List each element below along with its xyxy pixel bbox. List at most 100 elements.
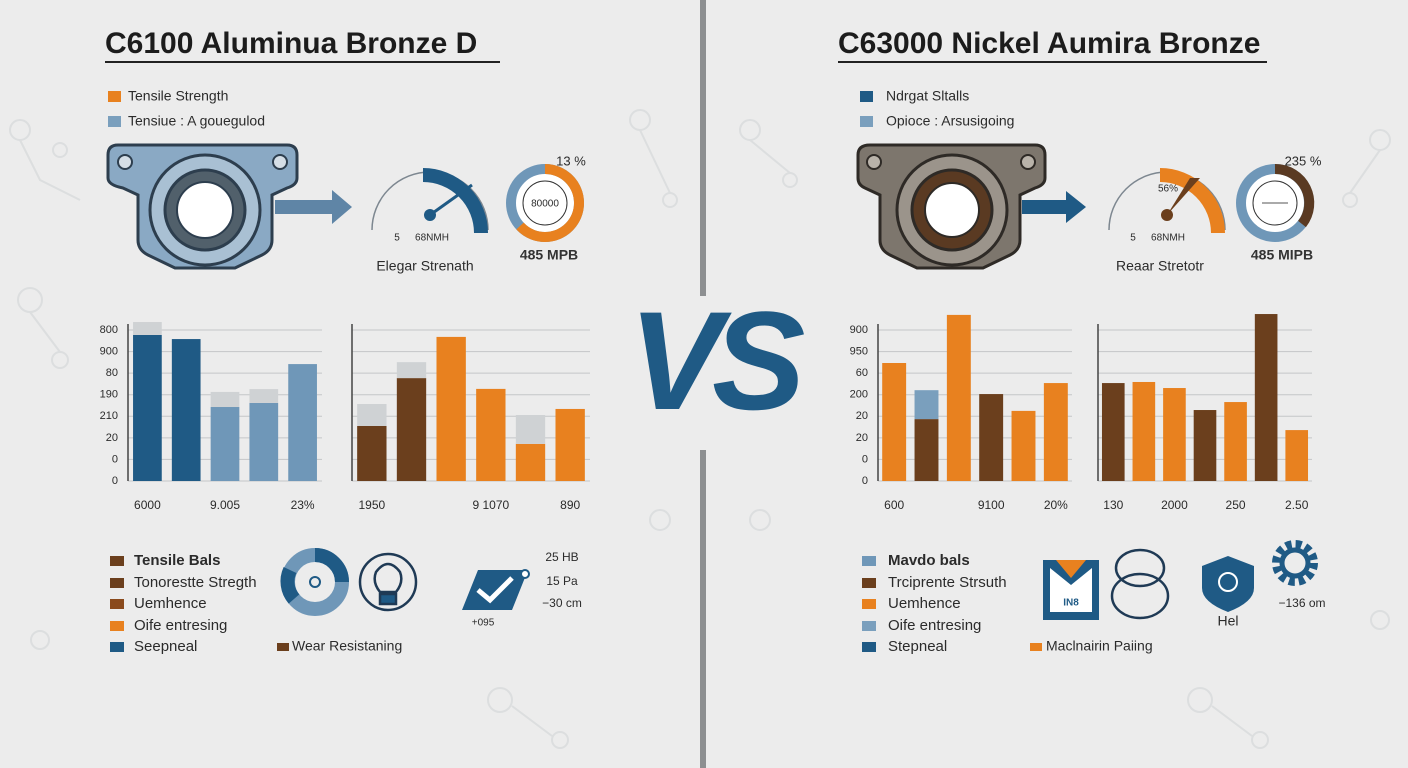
bracket-icon [856, 143, 1047, 270]
gauge [1108, 168, 1226, 234]
key-label: Uemhence [134, 595, 207, 612]
legend-swatch [860, 91, 873, 102]
bar [1193, 410, 1217, 481]
bar [555, 408, 585, 481]
bulb-icon [358, 552, 418, 612]
legend-label: Opioce : Arsusigoing [886, 113, 1014, 129]
y-tick-label: 20 [856, 432, 868, 444]
gauge-max-label: 68NMH [415, 233, 449, 244]
y-tick-label: 200 [850, 389, 868, 401]
bar-segment [133, 322, 162, 335]
y-tick-label: 190 [100, 389, 118, 401]
arrow [275, 190, 352, 224]
y-tick-label: 900 [850, 324, 868, 336]
key-label: Tonorestte Stregth [134, 574, 257, 591]
note: +095 [472, 618, 495, 629]
bar [1043, 383, 1068, 481]
donut-percent: 13 % [556, 153, 586, 168]
bar-segment [396, 362, 427, 379]
x-tick-label: 6000 [134, 498, 161, 512]
y-tick-label: 210 [100, 410, 118, 422]
legend-label: Ndrgat Sltalls [886, 88, 969, 104]
gauge-caption: Elegar Strenath [376, 258, 473, 274]
vs-label: VS [629, 282, 804, 439]
bar-segment [249, 389, 279, 403]
bar [1163, 388, 1186, 481]
y-tick-label: 900 [100, 345, 118, 357]
key-swatch [1030, 643, 1042, 651]
y-tick-label: 20 [106, 432, 118, 444]
bar [133, 334, 162, 481]
arrow [1022, 191, 1086, 223]
bar [1254, 314, 1278, 481]
gear-icon [1272, 540, 1318, 586]
bar [210, 407, 240, 481]
x-tick-label: 250 [1226, 498, 1246, 512]
key-label: Maclnairin Paiing [1046, 638, 1153, 654]
legend-swatch [108, 116, 121, 127]
y-tick-label: 20 [856, 410, 868, 422]
ring-icon [1110, 548, 1170, 620]
legend-label: Tensiue : A gouegulod [128, 113, 265, 129]
y-tick-label: 0 [862, 475, 868, 487]
x-tick-label: 2.50 [1285, 498, 1309, 512]
key-label: Tensile Bals [134, 552, 220, 569]
panel-title: C63000 Nickel Aumira Bronze [838, 27, 1260, 60]
x-tick-label: 23% [291, 498, 315, 512]
note: −30 cm [542, 596, 582, 610]
x-tick-label: 9 1070 [472, 498, 509, 512]
legend-label: Tensile Strength [128, 88, 228, 104]
x-tick-label: 9.005 [210, 498, 240, 512]
bar [882, 363, 907, 481]
key-swatch [862, 621, 876, 631]
donut-percent: 235 % [1285, 153, 1322, 168]
key-swatch [862, 642, 876, 652]
y-tick-label: 0 [112, 453, 118, 465]
y-tick-label: 950 [850, 345, 868, 357]
gauge-max-label: 68NMH [1151, 233, 1185, 244]
key-swatch [862, 556, 876, 566]
bar [476, 388, 506, 481]
x-tick-label: 2000 [1161, 498, 1188, 512]
y-tick-label: 0 [862, 453, 868, 465]
note: −136 om [1278, 596, 1325, 610]
bar [515, 443, 546, 481]
donut-icon [280, 548, 349, 616]
key-label: Oife entresing [888, 617, 981, 634]
note: 25 HB [545, 550, 578, 564]
bar-segment [210, 391, 240, 408]
key-label: Mavdo bals [888, 552, 970, 569]
bar [1132, 381, 1156, 481]
note: 15 Pa [546, 574, 578, 588]
key-swatch [110, 556, 124, 566]
bar-segment [914, 390, 939, 420]
bar-segment [515, 414, 546, 444]
x-tick-label: 890 [560, 498, 580, 512]
bar [1011, 410, 1036, 481]
donut-center: 80000 [531, 199, 559, 210]
shield-icon [1202, 556, 1254, 612]
y-tick-label: 80 [106, 367, 118, 379]
key-label: Trciprente Strsuth [888, 574, 1007, 591]
y-tick-label: 60 [856, 367, 868, 379]
bar [1101, 383, 1125, 481]
x-tick-label: 20% [1044, 498, 1068, 512]
bar [1285, 430, 1309, 481]
x-tick-label: 1950 [358, 498, 385, 512]
bar [357, 425, 387, 481]
circuit-pattern [9, 109, 1391, 749]
bar-segment [357, 403, 387, 426]
key-swatch [862, 599, 876, 609]
bar [171, 339, 201, 481]
panel-title: C6100 Aluminua Bronze D [105, 27, 477, 60]
donut-value: 485 MPB [520, 247, 578, 263]
key-swatch [277, 643, 289, 651]
gauge-caption: Reaar Stretotr [1116, 258, 1204, 274]
key-swatch [110, 642, 124, 652]
key-swatch [110, 599, 124, 609]
key-swatch [110, 621, 124, 631]
key-swatch [110, 578, 124, 588]
key-label: Seepneal [134, 638, 197, 655]
gauge-inner-label: 56% [1158, 184, 1178, 195]
